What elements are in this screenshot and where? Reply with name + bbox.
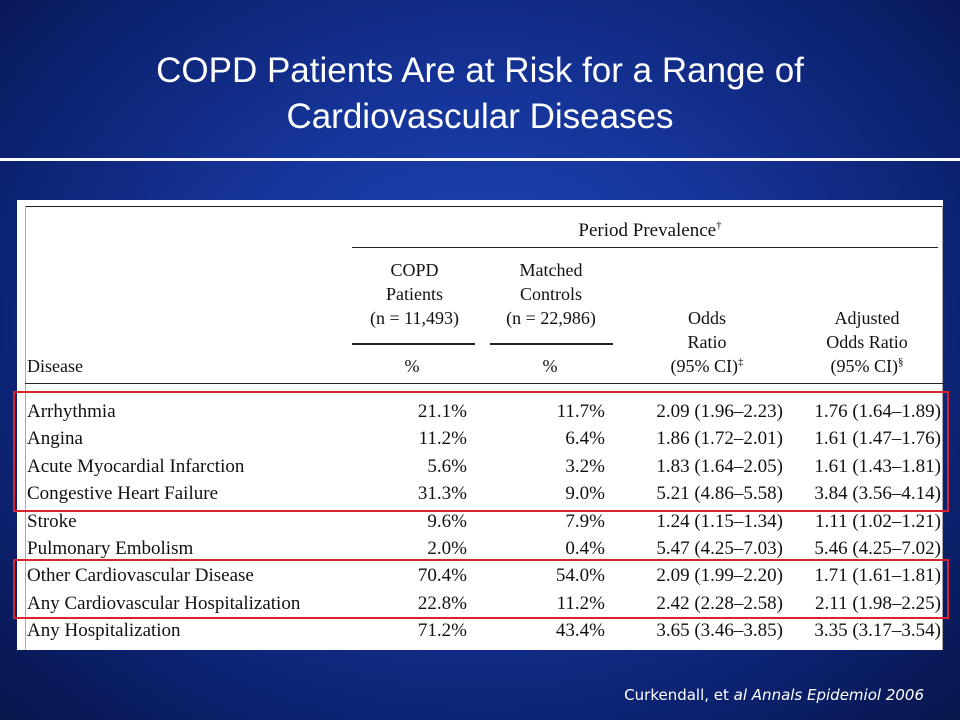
adjusted-odds-ratio-cell: 3.35 (3.17–3.54) xyxy=(814,620,941,642)
disease-cell: Stroke xyxy=(27,510,77,532)
table-row: Pulmonary Embolism 2.0% 0.4% 5.47 (4.25–7.0… xyxy=(17,535,943,562)
double-dagger-footnote-mark: ‡ xyxy=(737,356,744,368)
col-header-copd: COPD Patients (n = 11,493) xyxy=(370,260,459,328)
table-top-rule xyxy=(25,206,943,207)
slide-title: COPD Patients Are at Risk for a Range of… xyxy=(0,48,960,140)
controls-cell: 11.2% xyxy=(556,592,605,614)
odds-ratio-cell: 1.24 (1.15–1.34) xyxy=(656,510,783,532)
disease-cell: Other Cardiovascular Disease xyxy=(27,565,254,587)
controls-cell: 54.0% xyxy=(555,565,605,587)
odds-ratio-cell: 3.65 (3.46–3.85) xyxy=(656,620,783,642)
period-prevalence-header: Period Prevalence† xyxy=(578,219,722,241)
slide-title-line1: COPD Patients Are at Risk for a Range of xyxy=(156,51,804,90)
col-header-disease: Disease xyxy=(27,356,83,376)
citation: Curkendall, et al Annals Epidemiol 2006 xyxy=(624,686,924,704)
col-rule-controls xyxy=(490,343,613,345)
odds-ratio-cell: 1.83 (1.64–2.05) xyxy=(656,455,783,477)
table-row: Any Hospitalization 71.2% 43.4% 3.65 (3.46–… xyxy=(17,617,943,644)
odds-ratio-cell: 5.21 (4.86–5.58) xyxy=(656,483,783,505)
highlight-box-cardiovascular xyxy=(13,559,949,619)
odds-ratio-cell: 2.09 (1.99–2.20) xyxy=(656,565,783,587)
table-row: Congestive Heart Failure 31.3% 9.0% 5.21 (4… xyxy=(17,480,943,507)
col-header-odds-ratio: Odds Ratio (95% CI)‡ xyxy=(670,308,744,376)
col-header-controls-unit: % xyxy=(542,356,558,376)
controls-cell: 11.7% xyxy=(556,401,605,422)
copd-cell: 31.3% xyxy=(417,483,467,505)
table-row: Acute Myocardial Infarction 5.6% 3.2% 1.83 … xyxy=(17,453,943,480)
odds-ratio-cell: 2.09 (1.96–2.23) xyxy=(656,401,783,422)
slide-title-line2: Cardiovascular Diseases xyxy=(286,97,674,136)
copd-cell: 2.0% xyxy=(427,537,467,559)
copd-cell: 71.2% xyxy=(417,620,467,642)
odds-ratio-cell: 5.47 (4.25–7.03) xyxy=(656,537,783,559)
col-header-adjusted-odds-ratio: Adjusted Odds Ratio (95% CI)§ xyxy=(826,308,908,376)
table-row: Angina 11.2% 6.4% 1.86 (1.72–2.01) 1.61 (1.4… xyxy=(17,425,943,452)
dagger-footnote-mark: † xyxy=(716,219,722,232)
table-row: Arrhythmia 21.1% 11.7% 2.09 (1.96–2.23) 1.76… xyxy=(17,398,943,425)
table-row: Stroke 9.6% 7.9% 1.24 (1.15–1.34) 1.11 (1.02… xyxy=(17,508,943,535)
section-footnote-mark: § xyxy=(897,356,904,368)
adjusted-odds-ratio-cell: 1.76 (1.64–1.89) xyxy=(814,401,941,422)
copd-cell: 21.1% xyxy=(417,401,467,422)
controls-cell: 6.4% xyxy=(565,428,605,450)
copd-cell: 22.8% xyxy=(417,592,467,614)
table-row: Other Cardiovascular Disease 70.4% 54.0% 2.… xyxy=(17,562,943,589)
copd-cell: 70.4% xyxy=(417,565,467,587)
table-row: Any Cardiovascular Hospitalization 22.8% 1… xyxy=(17,590,943,617)
adjusted-odds-ratio-cell: 3.84 (3.56–4.14) xyxy=(814,483,941,505)
controls-cell: 43.4% xyxy=(555,620,605,642)
header-bottom-rule xyxy=(25,383,943,384)
adjusted-odds-ratio-cell: 2.11 (1.98–2.25) xyxy=(815,592,941,614)
copd-cell: 5.6% xyxy=(427,455,467,477)
adjusted-odds-ratio-cell: 1.61 (1.47–1.76) xyxy=(814,428,941,450)
copd-cell: 11.2% xyxy=(418,428,467,450)
copd-cell: 9.6% xyxy=(427,510,467,532)
disease-cell: Any Cardiovascular Hospitalization xyxy=(27,592,301,614)
table-right-rule xyxy=(942,206,943,650)
col-rule-copd xyxy=(352,343,475,345)
adjusted-odds-ratio-cell: 1.61 (1.43–1.81) xyxy=(814,455,941,477)
title-divider xyxy=(0,158,960,161)
highlight-box-cardiac xyxy=(13,391,949,512)
controls-cell: 9.0% xyxy=(565,483,605,505)
controls-cell: 3.2% xyxy=(565,455,605,477)
citation-italic: al Annals Epidemiol 2006 xyxy=(733,686,924,704)
odds-ratio-cell: 2.42 (2.28–2.58) xyxy=(656,592,783,614)
disease-cell: Acute Myocardial Infarction xyxy=(27,455,245,477)
controls-cell: 7.9% xyxy=(565,510,605,532)
group-header-rule xyxy=(352,247,938,248)
disease-cell: Arrhythmia xyxy=(27,401,116,422)
disease-cell: Any Hospitalization xyxy=(27,620,181,642)
disease-cell: Pulmonary Embolism xyxy=(27,537,194,559)
adjusted-odds-ratio-cell: 1.11 (1.02–1.21) xyxy=(815,510,941,532)
table-body: Arrhythmia 21.1% 11.7% 2.09 (1.96–2.23) 1.76… xyxy=(17,398,943,645)
adjusted-odds-ratio-cell: 5.46 (4.25–7.02) xyxy=(814,537,941,559)
prevalence-table: Period Prevalence† COPD Patients (n = 11… xyxy=(17,200,943,650)
col-header-controls: Matched Controls (n = 22,986) xyxy=(506,260,596,328)
disease-cell: Angina xyxy=(27,428,83,450)
table-left-rule xyxy=(25,206,26,650)
disease-cell: Congestive Heart Failure xyxy=(27,483,219,505)
col-header-copd-unit: % xyxy=(404,356,420,376)
odds-ratio-cell: 1.86 (1.72–2.01) xyxy=(656,428,783,450)
controls-cell: 0.4% xyxy=(565,537,605,559)
adjusted-odds-ratio-cell: 1.71 (1.61–1.81) xyxy=(814,565,941,587)
